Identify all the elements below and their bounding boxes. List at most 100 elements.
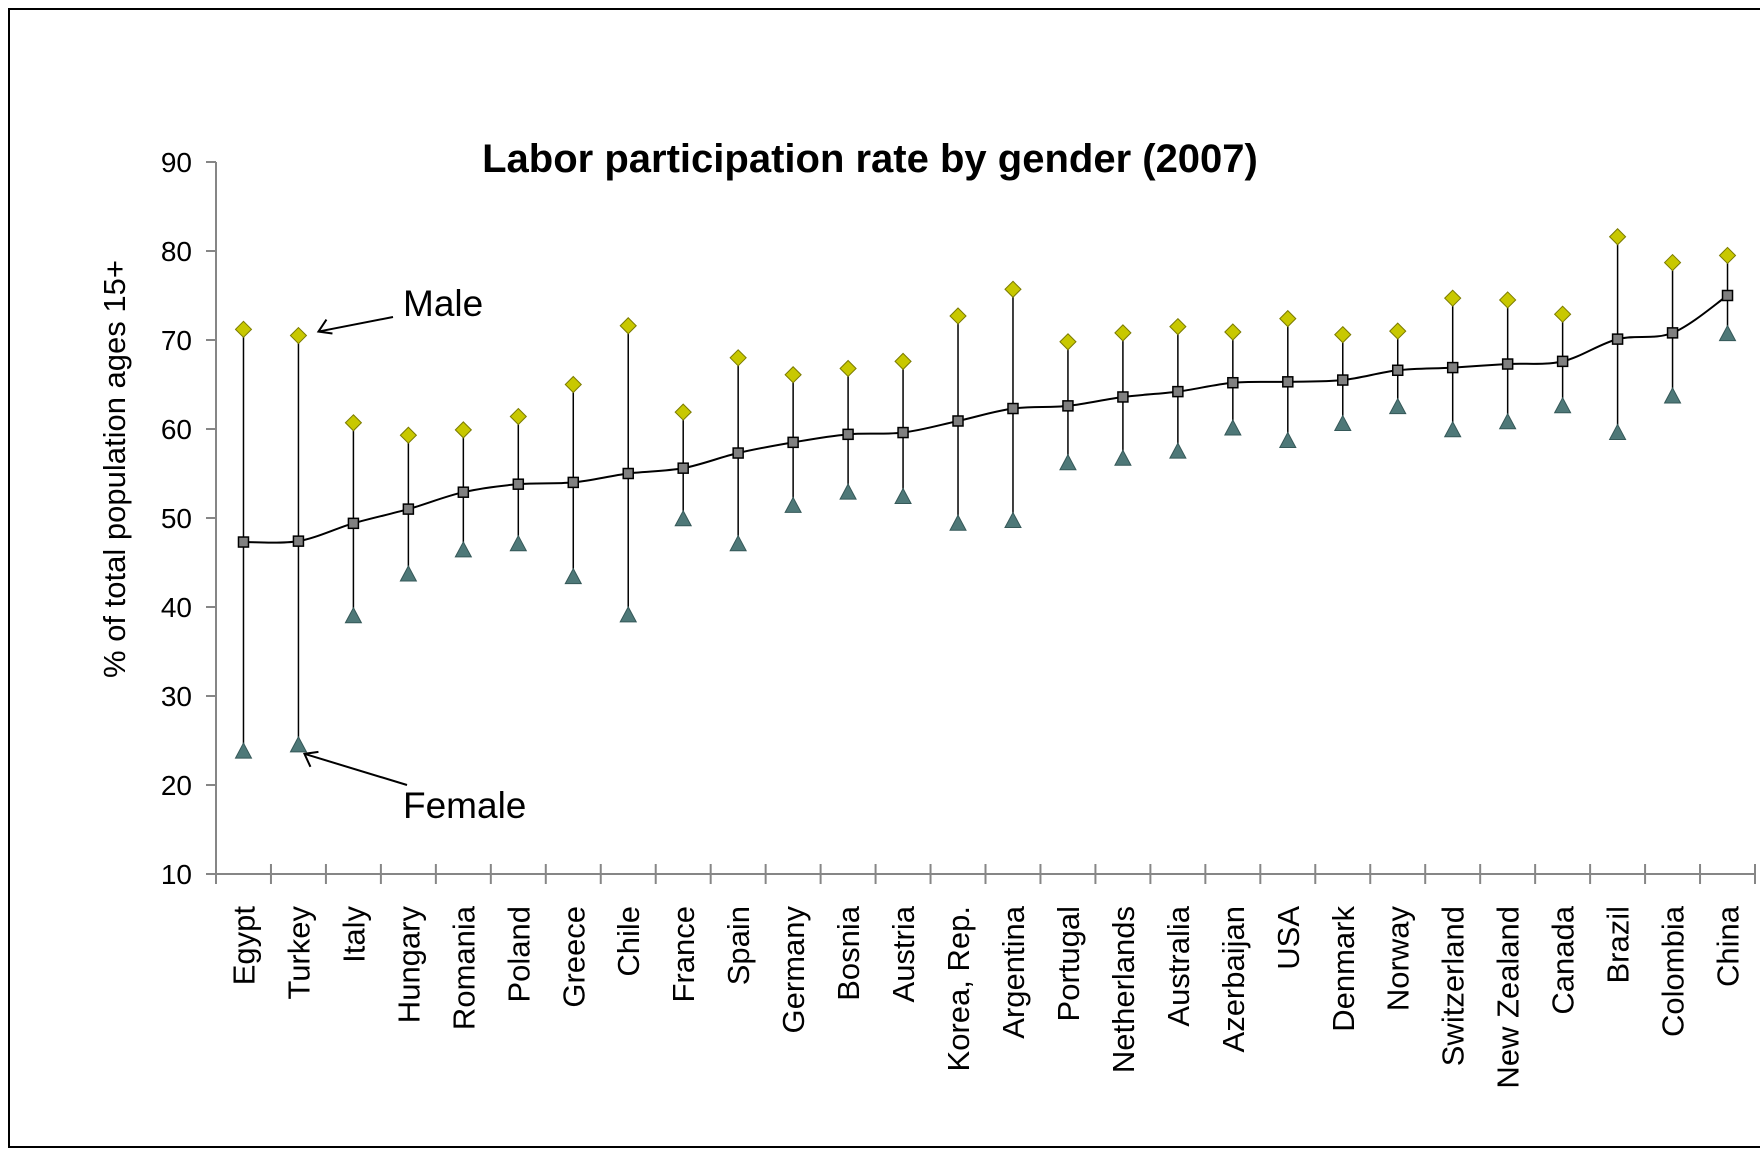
female-point — [1608, 423, 1627, 440]
male-point — [1663, 253, 1682, 272]
average-point — [1227, 376, 1239, 389]
male-point — [1004, 280, 1022, 298]
y-tick-label: 40 — [161, 592, 192, 623]
average-point — [567, 476, 580, 489]
labor-participation-chart: Labor participation rate by gender (2007… — [97, 137, 1756, 1089]
male-point — [564, 375, 582, 394]
male-point — [1169, 317, 1187, 336]
male-point — [619, 317, 637, 335]
female-point — [619, 605, 638, 623]
average-point — [292, 535, 305, 547]
x-tick-label: Korea, Rep. — [941, 906, 976, 1071]
x-tick-label: Turkey — [281, 906, 316, 1000]
x-tick-label: Netherlands — [1106, 906, 1141, 1073]
x-tick-label: Romania — [446, 905, 481, 1030]
average-point — [1501, 358, 1514, 370]
male-point — [1114, 324, 1132, 342]
x-tick-label: Bosnia — [831, 905, 866, 1001]
male-point — [1334, 325, 1352, 344]
male-point — [399, 426, 418, 444]
y-axis-label: % of total population ages 15+ — [97, 260, 132, 678]
female-annotation-label: Female — [403, 785, 526, 826]
x-tick-label: Chile — [611, 906, 646, 977]
average-point — [732, 447, 744, 459]
average-point — [1062, 400, 1074, 412]
average-point — [402, 503, 415, 515]
male-point — [674, 403, 692, 421]
male-point — [509, 407, 528, 426]
average-point — [1611, 333, 1624, 345]
female-point — [1443, 420, 1462, 438]
average-point — [1446, 361, 1459, 374]
male-point — [1059, 333, 1077, 351]
x-tick-label: Argentina — [996, 905, 1031, 1038]
female-point — [1553, 396, 1572, 414]
female-point — [1114, 449, 1132, 466]
average-point — [1007, 402, 1019, 415]
female-point — [1224, 418, 1242, 436]
female-point — [1278, 431, 1297, 448]
average-point — [1721, 289, 1734, 302]
female-point — [1663, 386, 1682, 404]
female-point — [399, 564, 418, 582]
male-arrow-head — [316, 318, 333, 335]
female-point — [1498, 412, 1517, 430]
x-tick-label: Poland — [501, 906, 536, 1003]
x-tick-label: Hungary — [391, 906, 426, 1024]
male-annotation-arrow — [318, 316, 394, 333]
male-point — [1608, 228, 1627, 246]
female-point — [564, 567, 583, 585]
average-point — [1666, 327, 1679, 339]
x-tick-label: Canada — [1546, 905, 1581, 1014]
male-point — [454, 421, 473, 439]
female-point — [344, 606, 363, 624]
female-point — [894, 487, 912, 505]
average-point — [787, 436, 799, 449]
male-point — [1279, 309, 1297, 328]
female-point — [234, 742, 253, 759]
male-point — [1389, 322, 1407, 340]
x-tick-label: China — [1711, 905, 1746, 987]
average-point — [677, 462, 689, 474]
male-point — [729, 349, 747, 367]
x-tick-label: Spain — [721, 906, 756, 985]
y-tick-label: 60 — [161, 414, 192, 445]
male-point — [1718, 246, 1737, 265]
female-point — [729, 534, 747, 552]
y-tick-label: 30 — [161, 681, 192, 712]
average-point — [347, 517, 360, 530]
male-point — [344, 414, 363, 432]
y-tick-label: 80 — [161, 236, 192, 267]
male-point — [289, 326, 308, 345]
x-tick-label: Brazil — [1601, 906, 1636, 984]
average-point — [952, 415, 964, 427]
x-tick-label: Greece — [556, 906, 591, 1008]
average-point — [512, 478, 525, 490]
x-tick-label: Colombia — [1656, 905, 1691, 1037]
female-point — [1004, 511, 1022, 529]
average-point — [1282, 376, 1294, 388]
female-point — [454, 540, 473, 558]
x-tick-label: Azerbaijan — [1216, 906, 1251, 1052]
female-point — [289, 735, 308, 753]
male-point — [1498, 291, 1517, 309]
female-point — [509, 534, 528, 552]
male-point — [1553, 305, 1572, 323]
average-point — [622, 467, 634, 480]
female-point — [1718, 324, 1737, 342]
average-point — [842, 428, 854, 441]
female-point — [784, 496, 802, 513]
x-tick-label: Italy — [336, 906, 371, 963]
x-tick-label: Portugal — [1051, 906, 1086, 1021]
x-tick-label: France — [666, 906, 701, 1002]
male-point — [234, 320, 253, 339]
chart-title: Labor participation rate by gender (2007… — [482, 137, 1258, 181]
average-point — [897, 426, 909, 439]
male-point — [784, 366, 802, 384]
male-point — [839, 359, 857, 378]
female-point — [839, 483, 857, 500]
female-point — [1169, 442, 1187, 459]
y-tick-label: 20 — [161, 770, 192, 801]
average-point — [237, 536, 250, 548]
male-point — [894, 352, 912, 371]
